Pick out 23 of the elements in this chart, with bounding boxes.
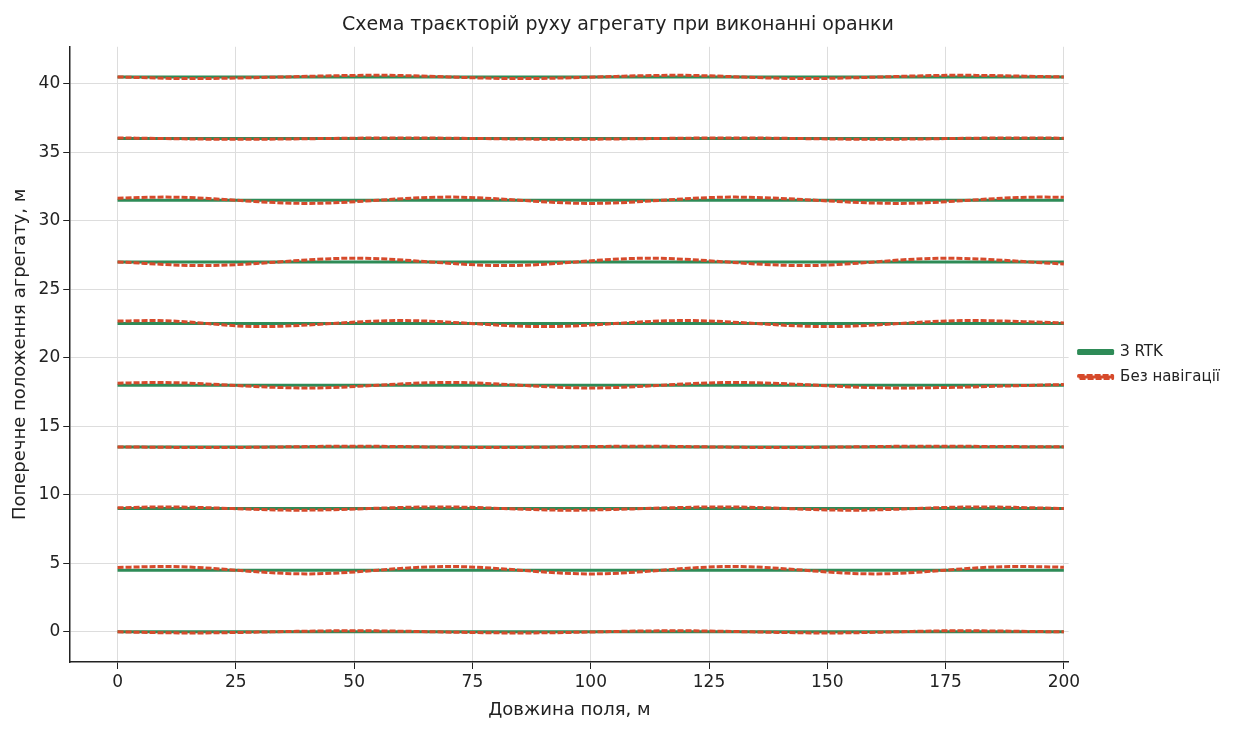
x-tick-label: 75: [461, 670, 484, 691]
y-tick-label: 20: [38, 346, 61, 367]
x-tick-label: 0: [112, 670, 123, 691]
y-tick-label: 40: [38, 72, 61, 93]
x-tick-label: 200: [1047, 670, 1081, 691]
y-tick-label: 15: [38, 414, 61, 435]
x-tick-label: 100: [574, 670, 607, 691]
x-tick-label: 50: [343, 670, 365, 691]
chart-title: Схема траєкторій руху агрегату при виконанні оранки: [342, 12, 894, 35]
legend-label: Без навігації: [1120, 366, 1221, 385]
y-tick-label: 25: [38, 277, 61, 298]
x-axis-title: Довжина поля, м: [488, 697, 651, 719]
x-tick-label: 175: [929, 670, 962, 691]
y-tick-label: 5: [49, 551, 61, 572]
y-tick-label: 35: [38, 140, 61, 161]
x-tick-label: 25: [225, 670, 247, 691]
y-tick-label: 10: [38, 483, 61, 504]
legend-label: З RTK: [1120, 341, 1164, 360]
y-axis-title: Поперечне положення агрегату, м: [8, 188, 30, 521]
y-tick-label: 0: [49, 620, 61, 641]
x-tick-label: 125: [692, 670, 726, 691]
x-tick-label: 150: [811, 670, 844, 691]
y-tick-label: 30: [38, 209, 61, 230]
